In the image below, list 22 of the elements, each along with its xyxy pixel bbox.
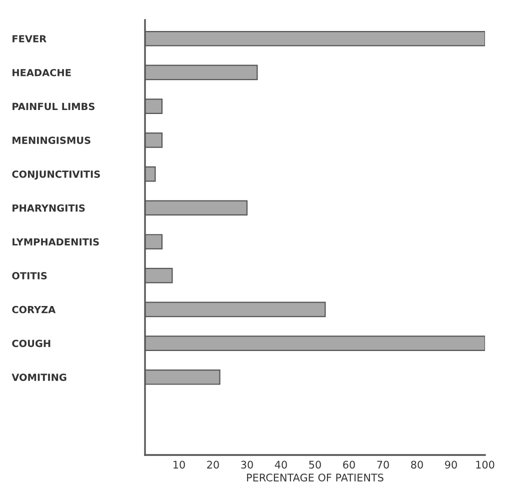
y-tick-label: LYMPHADENITIS <box>12 238 99 246</box>
x-tick-label: 80 <box>411 460 423 469</box>
x-tick-label: 70 <box>377 460 389 469</box>
y-tick-label: VOMITING <box>12 374 66 381</box>
y-tick-label: HEADACHE <box>12 68 71 76</box>
y-tick-label: MENINGISMUS <box>12 136 90 144</box>
x-tick-label: 100 <box>476 460 494 469</box>
x-tick-label: 90 <box>445 460 457 469</box>
x-tick-label: 40 <box>274 460 287 469</box>
x-tick-label: 20 <box>207 460 219 469</box>
x-tick-label: 60 <box>343 460 355 469</box>
x-tick-label: 50 <box>309 460 321 469</box>
y-tick-label: OTITIS <box>12 272 47 280</box>
y-tick-label: PHARYNGITIS <box>12 204 85 212</box>
x-axis-title: PERCENTAGE OF PATIENTS <box>247 474 384 482</box>
y-tick-label: CORYZA <box>12 306 56 314</box>
y-tick-label: CONJUNCTIVITIS <box>12 170 100 180</box>
y-tick-label: PAINFUL LIMBS <box>12 102 94 110</box>
x-tick-label: 30 <box>241 460 253 469</box>
y-tick-label: COUGH <box>12 340 50 348</box>
y-tick-label: FEVER <box>12 35 46 42</box>
x-tick-label: 10 <box>174 460 185 469</box>
